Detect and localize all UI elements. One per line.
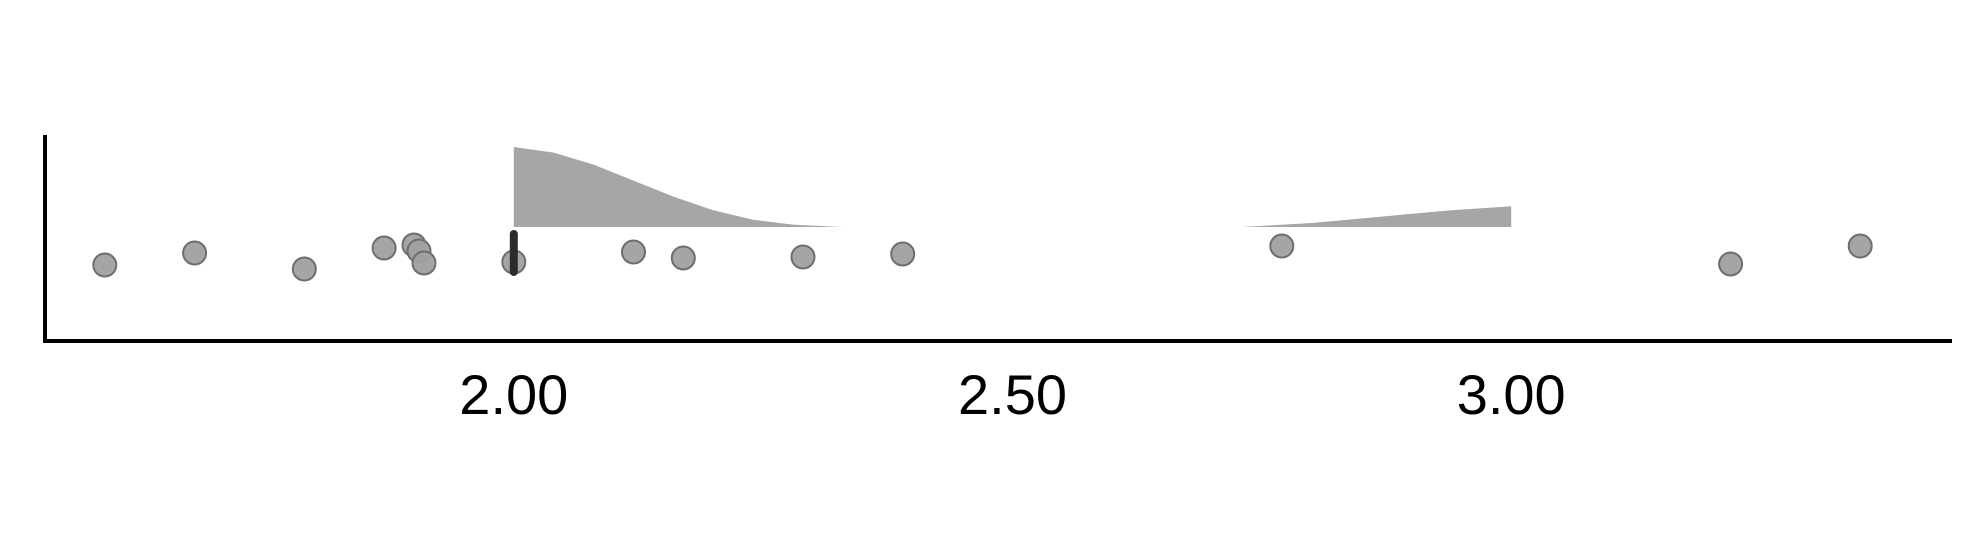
data-point — [1718, 251, 1744, 277]
data-point — [790, 244, 816, 270]
data-point — [621, 239, 646, 265]
data-point — [1847, 233, 1873, 259]
density-segment-2 — [1241, 206, 1512, 227]
data-point — [182, 240, 208, 266]
data-point — [371, 235, 397, 261]
x-tick-label: 2.00 — [459, 363, 568, 426]
data-point — [670, 245, 696, 271]
points-layer — [92, 232, 1873, 282]
data-point — [92, 252, 118, 278]
density-layer — [513, 147, 1512, 227]
x-axis-ticks: 2.00 2.50 3.00 — [459, 363, 1565, 426]
data-point — [411, 250, 437, 276]
data-point — [291, 256, 317, 282]
data-point — [1269, 233, 1295, 259]
x-tick-label: 2.50 — [958, 363, 1067, 426]
x-tick-label: 3.00 — [1457, 363, 1566, 426]
density-segment-1 — [513, 147, 843, 227]
data-point — [890, 241, 916, 267]
